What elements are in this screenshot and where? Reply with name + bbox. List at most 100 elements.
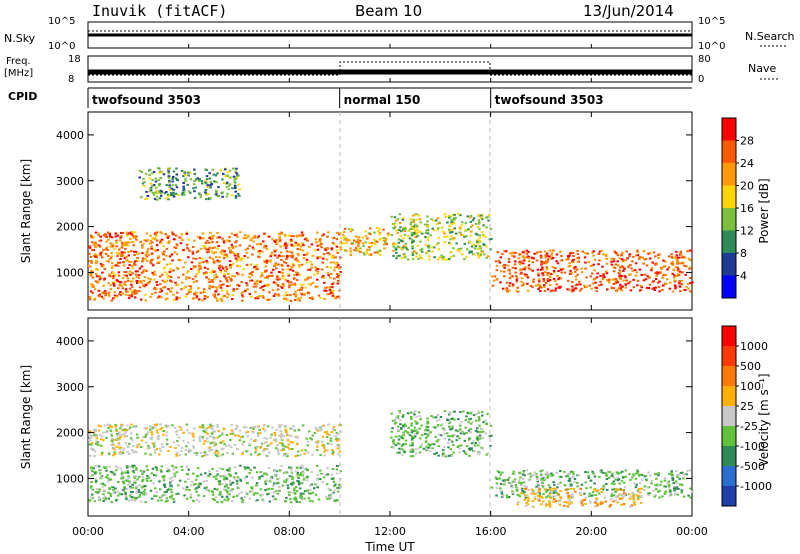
heatmap-cell: [639, 502, 643, 505]
heatmap-cell: [287, 273, 290, 276]
heatmap-cell: [175, 173, 179, 176]
heatmap-cell: [275, 267, 278, 270]
heatmap-cell: [123, 432, 126, 435]
heatmap-cell: [349, 250, 352, 253]
heatmap-cell: [98, 295, 102, 298]
heatmap-cell: [141, 475, 144, 478]
heatmap-cell: [294, 455, 297, 458]
heatmap-cell: [215, 276, 219, 279]
heatmap-cell: [448, 215, 452, 218]
heatmap-cell: [500, 490, 503, 493]
heatmap-cell: [319, 237, 322, 240]
heatmap-cell: [197, 271, 201, 273]
heatmap-cell: [618, 286, 621, 289]
heatmap-cell: [165, 431, 169, 434]
heatmap-cell: [392, 442, 395, 445]
heatmap-cell: [679, 251, 682, 254]
heatmap-cell: [546, 475, 550, 478]
heatmap-cell: [284, 445, 287, 448]
heatmap-cell: [636, 498, 640, 501]
heatmap-cell: [596, 489, 600, 492]
nave-tick-high: 80: [698, 54, 711, 65]
heatmap-cell: [619, 266, 622, 269]
heatmap-cell: [175, 493, 178, 495]
heatmap-cell: [228, 284, 231, 287]
heatmap-cell: [302, 471, 305, 474]
heatmap-cell: [326, 497, 329, 500]
heatmap-cell: [254, 285, 258, 288]
heatmap-cell: [624, 286, 628, 289]
heatmap-cell: [515, 275, 518, 278]
heatmap-cell: [417, 447, 420, 450]
heatmap-cell: [115, 469, 118, 472]
heatmap-cell: [212, 234, 215, 237]
heatmap-cell: [211, 280, 214, 283]
heatmap-cell: [228, 493, 231, 496]
heatmap-cell: [464, 222, 468, 225]
heatmap-cell: [587, 474, 590, 477]
heatmap-cell: [259, 280, 262, 283]
heatmap-cell: [670, 470, 673, 473]
heatmap-cell: [518, 495, 522, 498]
heatmap-cell: [567, 479, 571, 482]
heatmap-cell: [139, 240, 143, 243]
heatmap-cell: [481, 447, 484, 450]
heatmap-cell: [102, 284, 105, 287]
heatmap-cell: [547, 272, 551, 275]
heatmap-cell: [446, 221, 449, 224]
heatmap-cell: [172, 299, 176, 301]
heatmap-cell: [277, 481, 280, 484]
heatmap-cell: [184, 261, 187, 264]
freq-label-1: Freq.: [6, 56, 31, 67]
heatmap-cell: [133, 262, 136, 265]
heatmap-cell: [542, 500, 545, 503]
heatmap-cell: [474, 429, 478, 432]
heatmap-cell: [184, 295, 188, 298]
heatmap-cell: [234, 428, 237, 431]
heatmap-cell: [436, 419, 439, 422]
heatmap-cell: [531, 261, 534, 264]
heatmap-cell: [274, 293, 277, 296]
heatmap-cell: [243, 477, 246, 480]
heatmap-cell: [622, 476, 625, 479]
heatmap-cell: [195, 490, 198, 493]
heatmap-cell: [503, 479, 507, 481]
heatmap-cell: [267, 283, 270, 286]
heatmap-cell: [476, 233, 479, 236]
heatmap-cell: [331, 452, 335, 455]
heatmap-cell: [335, 431, 339, 434]
heatmap-cell: [112, 454, 115, 457]
heatmap-cell: [572, 266, 576, 269]
heatmap-cell: [114, 487, 117, 490]
heatmap-cell: [119, 452, 122, 455]
heatmap-cell: [689, 277, 692, 279]
heatmap-cell: [390, 215, 393, 218]
heatmap-cell: [671, 476, 674, 479]
heatmap-cell: [103, 235, 107, 238]
heatmap-cell: [419, 445, 422, 448]
heatmap-cell: [214, 496, 218, 499]
heatmap-cell: [141, 471, 144, 474]
heatmap-cell: [265, 473, 269, 476]
heatmap-cell: [170, 485, 173, 488]
heatmap-cell: [323, 454, 326, 457]
heatmap-cell: [314, 441, 318, 444]
heatmap-cell: [283, 454, 286, 457]
heatmap-cell: [98, 469, 101, 472]
heatmap-cell: [404, 429, 407, 432]
heatmap-cell: [623, 492, 626, 495]
heatmap-cell: [255, 471, 259, 474]
heatmap-cell: [412, 227, 416, 230]
heatmap-cell: [684, 273, 687, 276]
heatmap-cell: [481, 250, 484, 253]
heatmap-cell: [325, 266, 329, 268]
heatmap-cell: [120, 253, 124, 256]
heatmap-cell: [187, 174, 190, 177]
heatmap-cell: [211, 435, 214, 438]
heatmap-cell: [417, 214, 421, 217]
heatmap-cell: [614, 488, 618, 491]
heatmap-cell: [424, 428, 428, 431]
heatmap-cell: [209, 473, 212, 476]
heatmap-cell: [241, 291, 244, 294]
heatmap-cell: [183, 174, 187, 176]
